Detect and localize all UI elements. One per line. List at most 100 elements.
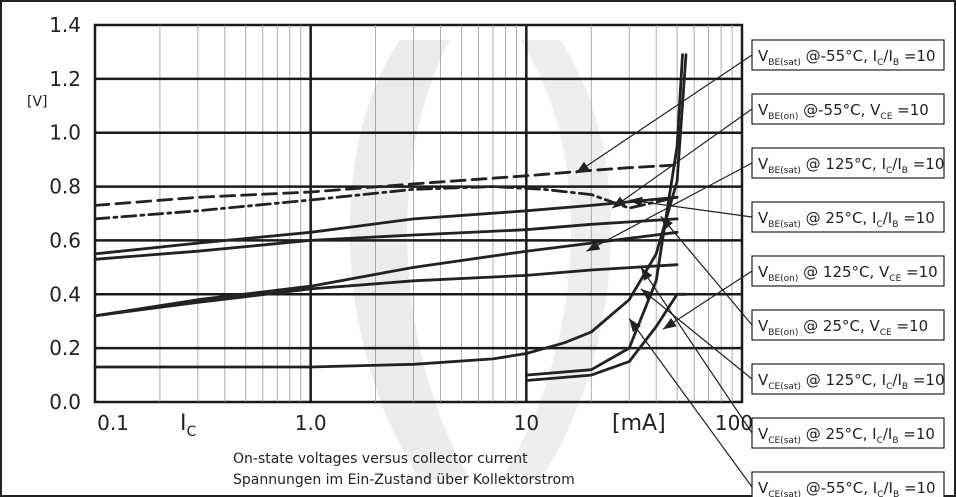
label-text: @ 25°C, I <box>801 209 877 227</box>
label-subscript: CE(sat) <box>768 436 801 446</box>
label-arrow-line <box>662 270 753 330</box>
label-arrow-head <box>629 318 641 332</box>
label-text: =10 <box>908 155 944 173</box>
label-arrow-head <box>629 196 643 207</box>
label-text: =10 <box>899 425 935 443</box>
label-subscript: CE <box>889 274 901 284</box>
label-arrow-head <box>586 240 601 252</box>
series-label: VBE(on) @ 125°C, VCE =10 <box>758 263 938 284</box>
label-text: /I <box>892 155 901 173</box>
x-tick-label: 0.1 <box>97 411 129 435</box>
label-text: @ 25°C, V <box>798 317 880 335</box>
label-arrow-line <box>586 162 753 252</box>
series-layer <box>93 53 688 382</box>
label-subscript: C <box>886 382 892 392</box>
axis-labels: [V] [mA] IC On-state voltages versus col… <box>27 94 666 488</box>
series-label: VBE(sat) @-55°C, IC/IB =10 <box>758 47 936 68</box>
label-subscript: BE(on) <box>768 274 798 284</box>
series-line <box>93 53 688 369</box>
label-text: V <box>758 263 769 281</box>
caption-line-1: On-state voltages versus collector curre… <box>233 451 528 467</box>
y-tick-label: 0.0 <box>49 390 81 414</box>
label-text: @-55°C, I <box>801 479 877 497</box>
series-label-box <box>751 471 945 497</box>
label-subscript: CE <box>880 328 892 338</box>
y-tick-label: 0.8 <box>49 175 81 199</box>
x-axis-label: IC <box>180 411 197 440</box>
label-text: @-55°C, V <box>798 101 881 119</box>
label-text: =10 <box>901 263 937 281</box>
label-text: @ 125°C, I <box>801 371 886 389</box>
label-arrow-head <box>660 216 673 230</box>
series-line <box>93 195 679 256</box>
label-subscript: B <box>902 166 908 176</box>
series-label: VCE(sat) @ 25°C, IC/IB =10 <box>758 425 935 446</box>
series-line <box>93 217 679 261</box>
label-text: V <box>758 47 769 65</box>
label-text: /I <box>883 47 892 65</box>
label-text: =10 <box>908 371 944 389</box>
label-text: /I <box>892 371 901 389</box>
series-label: VCE(sat) @ 125°C, IC/IB =10 <box>758 371 945 392</box>
y-tick-label: 0.4 <box>49 282 81 306</box>
label-text: /I <box>884 479 893 497</box>
label-text: V <box>758 479 769 497</box>
label-subscript: C <box>876 220 882 230</box>
label-text: =10 <box>892 101 928 119</box>
y-tick-label: 1.2 <box>49 67 81 91</box>
watermark-shape <box>349 40 470 480</box>
label-subscript: BE(on) <box>768 112 798 122</box>
label-text: =10 <box>898 209 934 227</box>
label-subscript: BE(on) <box>768 328 798 338</box>
label-text: /I <box>883 209 892 227</box>
caption-line-2: Spannungen im Ein-Zustand über Kollektor… <box>233 472 575 488</box>
label-subscript: C <box>877 490 883 497</box>
series-label: VBE(on) @ 25°C, VCE =10 <box>758 317 928 338</box>
label-text: V <box>758 209 769 227</box>
label-subscript: B <box>902 382 908 392</box>
label-arrow-line <box>640 288 753 380</box>
y-tick-label: 1.4 <box>49 13 81 37</box>
x-tick-label: 1.0 <box>295 411 327 435</box>
label-arrow-head <box>641 288 655 301</box>
label-text: /I <box>883 425 892 443</box>
y-tick-label: 0.2 <box>49 336 81 360</box>
label-text: @ 125°C, V <box>798 263 890 281</box>
label-arrow-head <box>576 161 590 174</box>
plot-area <box>93 23 744 404</box>
series-label: VBE(on) @-55°C, VCE =10 <box>758 101 929 122</box>
series-line <box>93 263 679 318</box>
series-label: VBE(sat) @ 25°C, IC/IB =10 <box>758 209 935 230</box>
label-text: =10 <box>899 47 935 65</box>
series-label-box <box>751 417 945 449</box>
label-text: @-55°C, I <box>801 47 877 65</box>
label-text: =10 <box>899 479 935 497</box>
series-label: VBE(sat) @ 125°C, IC/IB =10 <box>758 155 944 176</box>
label-text: V <box>758 317 769 335</box>
label-text: V <box>758 155 769 173</box>
label-subscript: CE(sat) <box>768 382 801 392</box>
label-text: @ 25°C, I <box>801 425 877 443</box>
y-unit-label: [V] <box>27 94 48 110</box>
label-arrow-line <box>611 108 753 209</box>
label-arrow-line <box>640 267 753 434</box>
label-subscript: C <box>877 58 883 68</box>
series-label: VCE(sat) @-55°C, IC/IB =10 <box>758 479 936 497</box>
series-line <box>524 53 684 377</box>
series-line <box>524 292 688 382</box>
series-line <box>93 163 679 207</box>
label-text: V <box>758 371 769 389</box>
label-arrow-line <box>629 199 753 218</box>
label-subscript: BE(sat) <box>768 220 801 230</box>
label-arrow-head <box>641 267 653 281</box>
label-arrow-head <box>663 318 677 330</box>
label-arrow-head <box>612 196 626 209</box>
label-text: =10 <box>892 317 928 335</box>
series-label-box <box>751 93 945 125</box>
x-tick-label: 10 <box>514 411 539 435</box>
label-text: V <box>758 425 769 443</box>
label-subscript: C <box>886 166 892 176</box>
label-arrow-line <box>575 54 753 174</box>
